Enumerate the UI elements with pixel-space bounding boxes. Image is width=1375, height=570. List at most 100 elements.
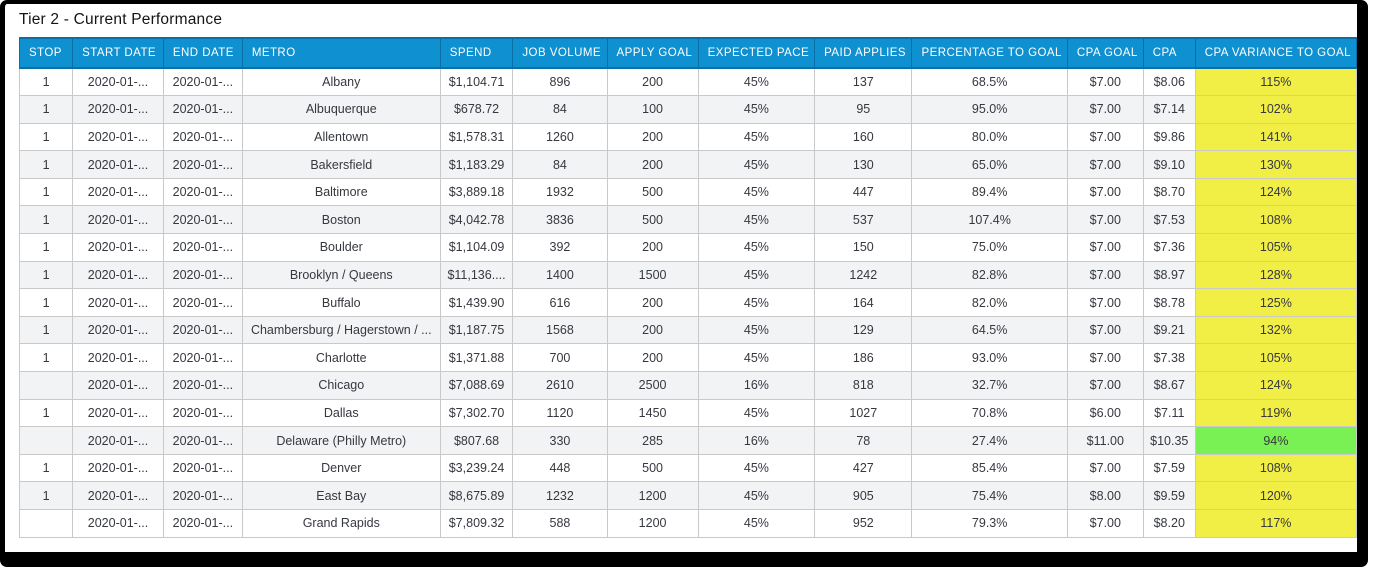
- table-row[interactable]: 1 2020-01-... 2020-01-... Allentown $1,578.3…: [18, 122, 1357, 152]
- cell-apply_goal: 500: [606, 177, 699, 207]
- table-body: 1 2020-01-... 2020-01-... Albany $1,104.71 89…: [18, 67, 1357, 538]
- cell-metro: Charlotte: [241, 343, 441, 373]
- header-cell-apply_goal[interactable]: APPLY GOAL: [606, 37, 699, 69]
- cell-stop: 1: [18, 315, 74, 345]
- cell-cpa_variance_to_goal: 132%: [1194, 315, 1357, 345]
- cell-apply_goal: 200: [606, 315, 699, 345]
- cell-job_volume: 1568: [512, 315, 608, 345]
- table-row[interactable]: 2020-01-... 2020-01-... Grand Rapids $7,809…: [18, 509, 1357, 538]
- cell-cpa_variance_to_goal: 94%: [1194, 426, 1357, 455]
- cell-metro: Buffalo: [241, 288, 441, 317]
- header-cell-expected_pace[interactable]: EXPECTED PACE: [697, 37, 816, 69]
- cell-metro: Delaware (Philly Metro): [241, 426, 441, 455]
- cell-metro: Baltimore: [241, 177, 441, 207]
- cell-start_date: 2020-01-...: [72, 95, 164, 124]
- cell-stop: 1: [18, 260, 74, 290]
- header-cell-job_volume[interactable]: JOB VOLUME: [512, 37, 608, 69]
- table-row[interactable]: 1 2020-01-... 2020-01-... Albany $1,104.71 89…: [18, 67, 1357, 97]
- cell-cpa_variance_to_goal: 108%: [1194, 205, 1357, 235]
- cell-cpa_goal: $7.00: [1066, 67, 1144, 97]
- cell-percentage_to_goal: 68.5%: [911, 67, 1068, 97]
- cell-cpa: $7.38: [1142, 343, 1196, 373]
- cell-job_volume: 448: [512, 453, 608, 483]
- cell-stop: 1: [18, 453, 74, 483]
- table-row[interactable]: 1 2020-01-... 2020-01-... Bakersfield $1,183…: [18, 150, 1357, 179]
- cell-end_date: 2020-01-...: [162, 315, 243, 345]
- header-cell-cpa[interactable]: CPA: [1142, 37, 1196, 69]
- table-row[interactable]: 1 2020-01-... 2020-01-... East Bay $8,675.89…: [18, 481, 1357, 510]
- cell-job_volume: 1260: [512, 122, 608, 152]
- cell-spend: $3,239.24: [439, 453, 514, 483]
- table-row[interactable]: 1 2020-01-... 2020-01-... Dallas $7,302.70 11…: [18, 398, 1357, 428]
- cell-cpa_goal: $7.00: [1066, 205, 1144, 235]
- table-row[interactable]: 1 2020-01-... 2020-01-... Boulder $1,104.09 3…: [18, 233, 1357, 262]
- cell-metro: Chambersburg / Hagerstown / ...: [241, 315, 441, 345]
- cell-cpa: $10.35: [1142, 426, 1196, 455]
- cell-start_date: 2020-01-...: [72, 150, 164, 179]
- header-cell-paid_applies[interactable]: PAID APPLIES: [814, 37, 913, 69]
- cell-paid_applies: 150: [814, 233, 913, 262]
- table-row[interactable]: 1 2020-01-... 2020-01-... Chambersburg / Ha…: [18, 315, 1357, 345]
- header-cell-stop[interactable]: STOP: [18, 37, 74, 69]
- cell-cpa_variance_to_goal: 117%: [1194, 509, 1357, 538]
- cell-end_date: 2020-01-...: [162, 95, 243, 124]
- cell-metro: Albuquerque: [241, 95, 441, 124]
- cell-expected_pace: 45%: [697, 122, 816, 152]
- cell-paid_applies: 1027: [814, 398, 913, 428]
- cell-spend: $4,042.78: [439, 205, 514, 235]
- table-row[interactable]: 1 2020-01-... 2020-01-... Buffalo $1,439.90 6…: [18, 288, 1357, 317]
- header-cell-cpa_variance_to_goal[interactable]: CPA VARIANCE TO GOAL: [1194, 37, 1357, 69]
- cell-apply_goal: 200: [606, 150, 699, 179]
- cell-start_date: 2020-01-...: [72, 371, 164, 400]
- cell-start_date: 2020-01-...: [72, 453, 164, 483]
- cell-percentage_to_goal: 79.3%: [911, 509, 1068, 538]
- table-row[interactable]: 1 2020-01-... 2020-01-... Charlotte $1,371.8…: [18, 343, 1357, 373]
- cell-start_date: 2020-01-...: [72, 122, 164, 152]
- cell-cpa_goal: $7.00: [1066, 509, 1144, 538]
- cell-percentage_to_goal: 70.8%: [911, 398, 1068, 428]
- table-row[interactable]: 1 2020-01-... 2020-01-... Boston $4,042.78 38…: [18, 205, 1357, 235]
- table-row[interactable]: 1 2020-01-... 2020-01-... Baltimore $3,889.1…: [18, 177, 1357, 207]
- header-cell-percentage_to_goal[interactable]: PERCENTAGE TO GOAL: [911, 37, 1068, 69]
- cell-cpa_goal: $7.00: [1066, 150, 1144, 179]
- cell-metro: Grand Rapids: [241, 509, 441, 538]
- cell-expected_pace: 45%: [697, 398, 816, 428]
- cell-cpa_goal: $7.00: [1066, 288, 1144, 317]
- header-cell-metro[interactable]: METRO: [241, 37, 441, 69]
- cell-job_volume: 700: [512, 343, 608, 373]
- cell-spend: $1,187.75: [439, 315, 514, 345]
- cell-metro: East Bay: [241, 481, 441, 510]
- cell-cpa_goal: $7.00: [1066, 95, 1144, 124]
- cell-metro: Brooklyn / Queens: [241, 260, 441, 290]
- cell-paid_applies: 952: [814, 509, 913, 538]
- table-row[interactable]: 1 2020-01-... 2020-01-... Albuquerque $678.7…: [18, 95, 1357, 124]
- cell-job_volume: 3836: [512, 205, 608, 235]
- cell-percentage_to_goal: 93.0%: [911, 343, 1068, 373]
- cell-job_volume: 616: [512, 288, 608, 317]
- table-row[interactable]: 2020-01-... 2020-01-... Chicago $7,088.69 26…: [18, 371, 1357, 400]
- header-cell-end_date[interactable]: END DATE: [162, 37, 243, 69]
- cell-expected_pace: 45%: [697, 205, 816, 235]
- cell-spend: $1,104.09: [439, 233, 514, 262]
- cell-end_date: 2020-01-...: [162, 398, 243, 428]
- cell-apply_goal: 200: [606, 67, 699, 97]
- header-cell-cpa_goal[interactable]: CPA GOAL: [1066, 37, 1144, 69]
- cell-job_volume: 588: [512, 509, 608, 538]
- cell-expected_pace: 45%: [697, 95, 816, 124]
- cell-expected_pace: 45%: [697, 509, 816, 538]
- table-row[interactable]: 2020-01-... 2020-01-... Delaware (Philly M…: [18, 426, 1357, 455]
- cell-metro: Boulder: [241, 233, 441, 262]
- table-row[interactable]: 1 2020-01-... 2020-01-... Brooklyn / Queens…: [18, 260, 1357, 290]
- table-row[interactable]: 1 2020-01-... 2020-01-... Denver $3,239.24 44…: [18, 453, 1357, 483]
- header-cell-start_date[interactable]: START DATE: [72, 37, 164, 69]
- cell-spend: $3,889.18: [439, 177, 514, 207]
- cell-apply_goal: 1200: [606, 509, 699, 538]
- cell-cpa_goal: $6.00: [1066, 398, 1144, 428]
- cell-paid_applies: 1242: [814, 260, 913, 290]
- cell-metro: Chicago: [241, 371, 441, 400]
- cell-cpa: $9.21: [1142, 315, 1196, 345]
- cell-start_date: 2020-01-...: [72, 398, 164, 428]
- cell-percentage_to_goal: 75.0%: [911, 233, 1068, 262]
- header-cell-spend[interactable]: SPEND: [439, 37, 514, 69]
